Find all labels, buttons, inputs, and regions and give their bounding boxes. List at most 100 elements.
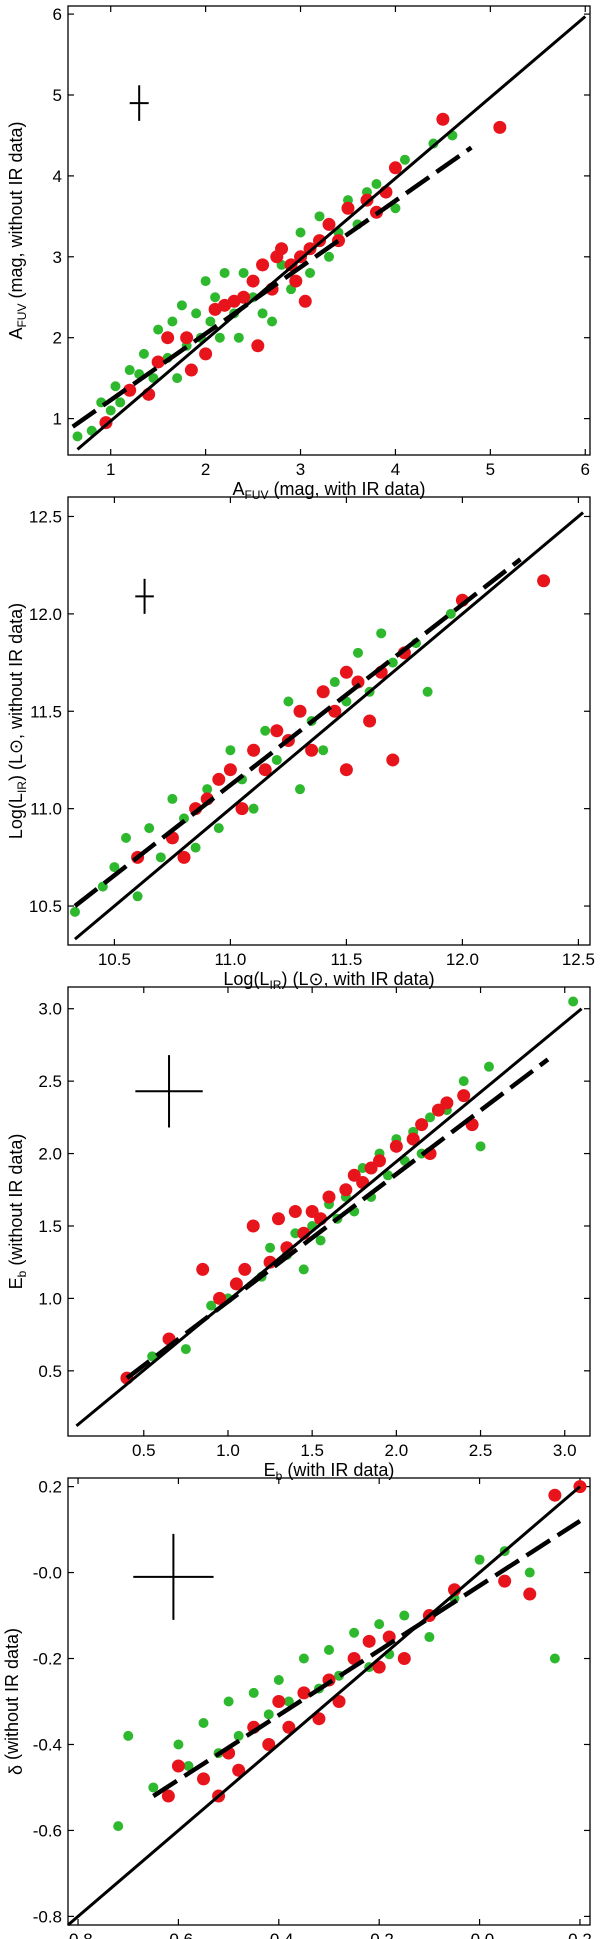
green-point <box>263 1709 274 1720</box>
green-point <box>422 686 433 697</box>
green-point <box>387 657 398 668</box>
red-point <box>431 1103 445 1117</box>
y-tick-label: 0.5 <box>38 1362 62 1381</box>
green-point <box>324 251 334 262</box>
red-point <box>305 1205 319 1218</box>
x-tick-label: 2.5 <box>469 1441 493 1460</box>
green-point <box>238 267 249 278</box>
green-point <box>568 996 579 1007</box>
red-point <box>184 363 198 377</box>
green-point <box>173 1739 184 1750</box>
green-point <box>172 373 183 384</box>
red-point <box>298 294 312 308</box>
red-point <box>316 685 330 699</box>
green-point <box>475 1141 486 1152</box>
green-point <box>148 1782 159 1793</box>
red-point <box>247 743 261 757</box>
red-point <box>289 274 303 288</box>
green-point <box>273 1675 284 1686</box>
red-point <box>440 1096 454 1110</box>
red-point <box>213 1291 227 1305</box>
green-point <box>110 381 121 392</box>
x-tick-label: 5 <box>486 460 495 479</box>
y-tick-label: -0.4 <box>33 1735 62 1754</box>
red-point <box>498 1574 512 1588</box>
x-tick-label: 12.5 <box>562 950 595 969</box>
red-point <box>406 1132 420 1146</box>
green-point <box>124 365 135 376</box>
green-point <box>167 316 178 327</box>
y-tick-label: 3 <box>53 248 62 267</box>
red-point <box>372 1660 386 1674</box>
green-point <box>205 316 216 327</box>
red-point <box>548 1488 562 1502</box>
green-point <box>200 276 211 287</box>
green-point <box>191 308 202 319</box>
red-point <box>537 574 551 588</box>
green-point <box>458 1076 469 1087</box>
y-tick-label: 1 <box>53 410 62 429</box>
red-point <box>229 1277 243 1291</box>
y-axis-label: δ (without IR data) <box>2 1628 26 1775</box>
green-point <box>123 1730 134 1741</box>
x-tick-label: -0.2 <box>365 1930 394 1939</box>
green-point <box>483 1061 494 1072</box>
red-point <box>389 1139 403 1153</box>
green-point <box>72 431 83 442</box>
x-tick-label: -0.4 <box>264 1930 293 1939</box>
red-point <box>415 1118 429 1132</box>
red-point <box>288 1205 302 1218</box>
red-point <box>341 201 355 215</box>
red-point <box>271 1212 285 1226</box>
y-tick-label: 10.5 <box>29 897 62 916</box>
green-point <box>105 405 116 416</box>
red-point <box>293 704 307 718</box>
chart-panel-A_FUV: 1 2 3 4 5 6 1 2 3 4 5 6 AFUV (mag, with IR data) AFUV… <box>6 5 591 502</box>
fit-dashed-line <box>152 1519 582 1798</box>
x-tick-label: 0.5 <box>132 1441 156 1460</box>
green-point <box>155 852 166 863</box>
red-point <box>347 1652 361 1666</box>
green-point <box>180 1344 191 1355</box>
y-tick-label: 2.5 <box>38 1072 62 1091</box>
x-tick-label: 10.5 <box>98 950 131 969</box>
plot-frame <box>67 496 591 946</box>
y-tick-label: 1.0 <box>38 1289 62 1308</box>
green-point <box>121 832 131 843</box>
red-point <box>238 1262 252 1276</box>
red-point <box>282 1720 296 1734</box>
x-tick-label: 2.0 <box>385 1441 409 1460</box>
red-point <box>199 347 213 361</box>
red-point <box>246 274 260 288</box>
green-point <box>424 1632 435 1643</box>
green-point <box>225 745 236 756</box>
red-point <box>171 1759 185 1773</box>
green-point <box>349 1627 360 1638</box>
red-point <box>263 1255 277 1269</box>
green-point <box>445 608 456 619</box>
red-point <box>177 850 191 864</box>
y-tick-label: 3.0 <box>38 1000 62 1019</box>
chart-panel-E_b: 0.5 1.0 1.5 2.0 2.5 3.0 0.5 1.0 1.5 2.0 2.5 3.0 Eb (… <box>6 986 591 1483</box>
green-point <box>147 1351 158 1362</box>
green-point <box>210 292 221 303</box>
x-tick-label: 6 <box>581 460 590 479</box>
red-point <box>246 1219 260 1233</box>
x-tick-label: 11.5 <box>330 950 362 969</box>
green-point <box>144 823 155 834</box>
red-point <box>388 161 402 175</box>
x-tick-label: 1.5 <box>300 1441 324 1460</box>
one-to-one-line <box>75 1007 583 1428</box>
red-point <box>196 1262 210 1276</box>
x-tick-label: -0.6 <box>164 1930 193 1939</box>
green-point <box>223 1696 234 1707</box>
green-point <box>474 1554 485 1565</box>
green-point <box>271 754 282 765</box>
red-point <box>297 1686 311 1700</box>
fit-dashed-line <box>73 557 522 908</box>
red-point <box>397 1652 411 1666</box>
red-point <box>436 112 450 126</box>
green-point <box>376 628 387 639</box>
green-point <box>115 397 126 408</box>
